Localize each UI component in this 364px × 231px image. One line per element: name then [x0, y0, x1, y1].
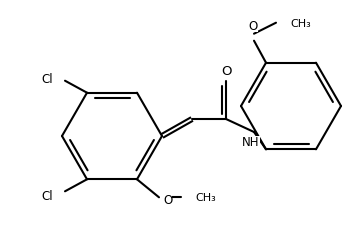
- Text: O: O: [222, 65, 232, 78]
- Text: Cl: Cl: [41, 189, 53, 202]
- Text: NH: NH: [242, 136, 260, 149]
- Text: CH₃: CH₃: [195, 192, 216, 202]
- Text: CH₃: CH₃: [290, 19, 311, 29]
- Text: O: O: [248, 20, 258, 33]
- Text: O: O: [163, 193, 172, 206]
- Text: Cl: Cl: [41, 73, 53, 86]
